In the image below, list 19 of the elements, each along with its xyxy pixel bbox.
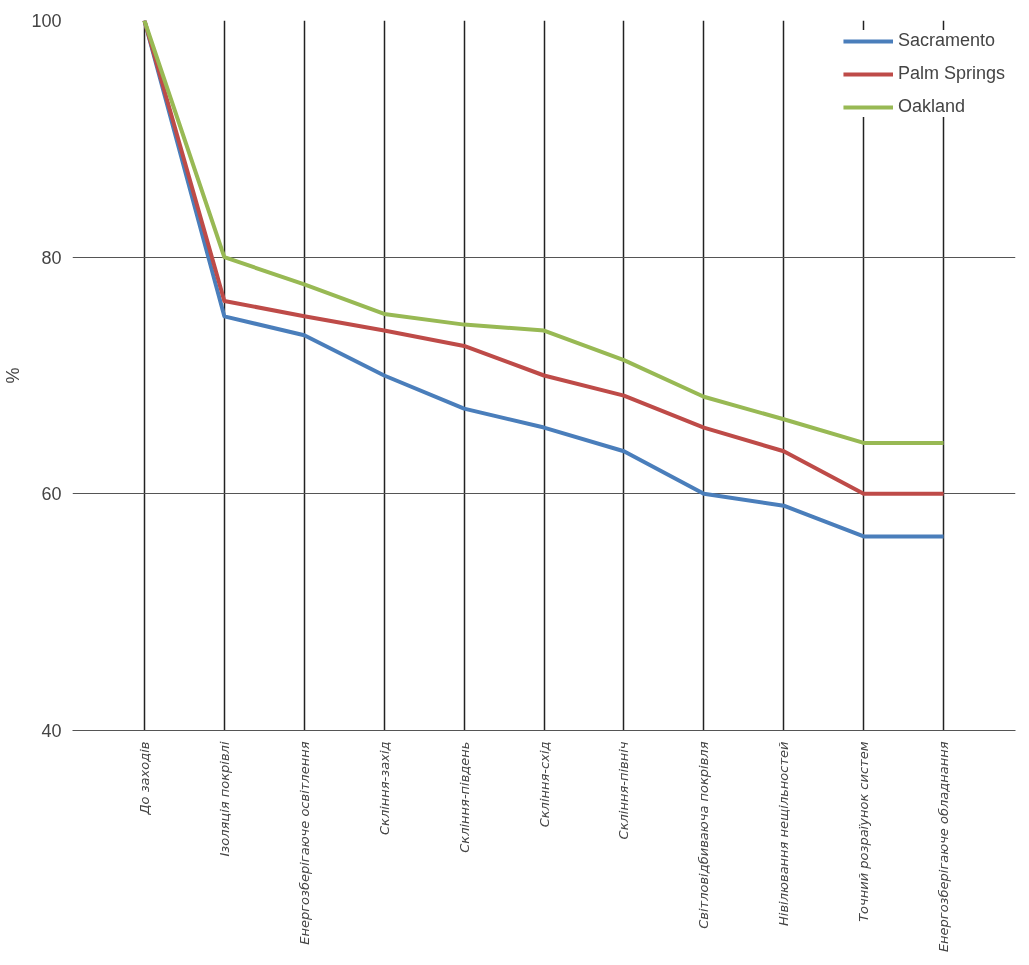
- legend-label: Palm Springs: [897, 63, 1005, 84]
- legend-label: Sacramento: [897, 30, 996, 51]
- x-tick-label: Нівілювання нещільностей: [776, 741, 792, 926]
- y-tick-label: 60: [41, 484, 62, 505]
- x-tick-label: Точний розраїунок систем: [856, 741, 872, 922]
- x-tick-label: Скління-схід: [536, 741, 552, 828]
- x-tick-label: Світловідбиваюча покрівля: [696, 741, 712, 929]
- y-axis-title: %: [3, 367, 24, 384]
- x-tick-label: Ізоляція покрівлі: [216, 741, 232, 857]
- y-tick-label: 40: [41, 721, 62, 741]
- legend-label: Oakland: [897, 96, 965, 117]
- x-tick-label: Енергозберігаюче обладнання: [936, 741, 952, 953]
- y-tick-label: 100: [31, 11, 62, 31]
- x-tick-label: Скління-північ: [616, 741, 632, 840]
- x-tick-label: Скління-південь: [456, 741, 472, 853]
- y-tick-label: 80: [41, 247, 62, 268]
- x-tick-label: Скління-захід: [376, 741, 392, 836]
- x-tick-label: Енергозберігаюче освітлення: [296, 741, 312, 945]
- x-tick-label: До заходів: [136, 741, 152, 816]
